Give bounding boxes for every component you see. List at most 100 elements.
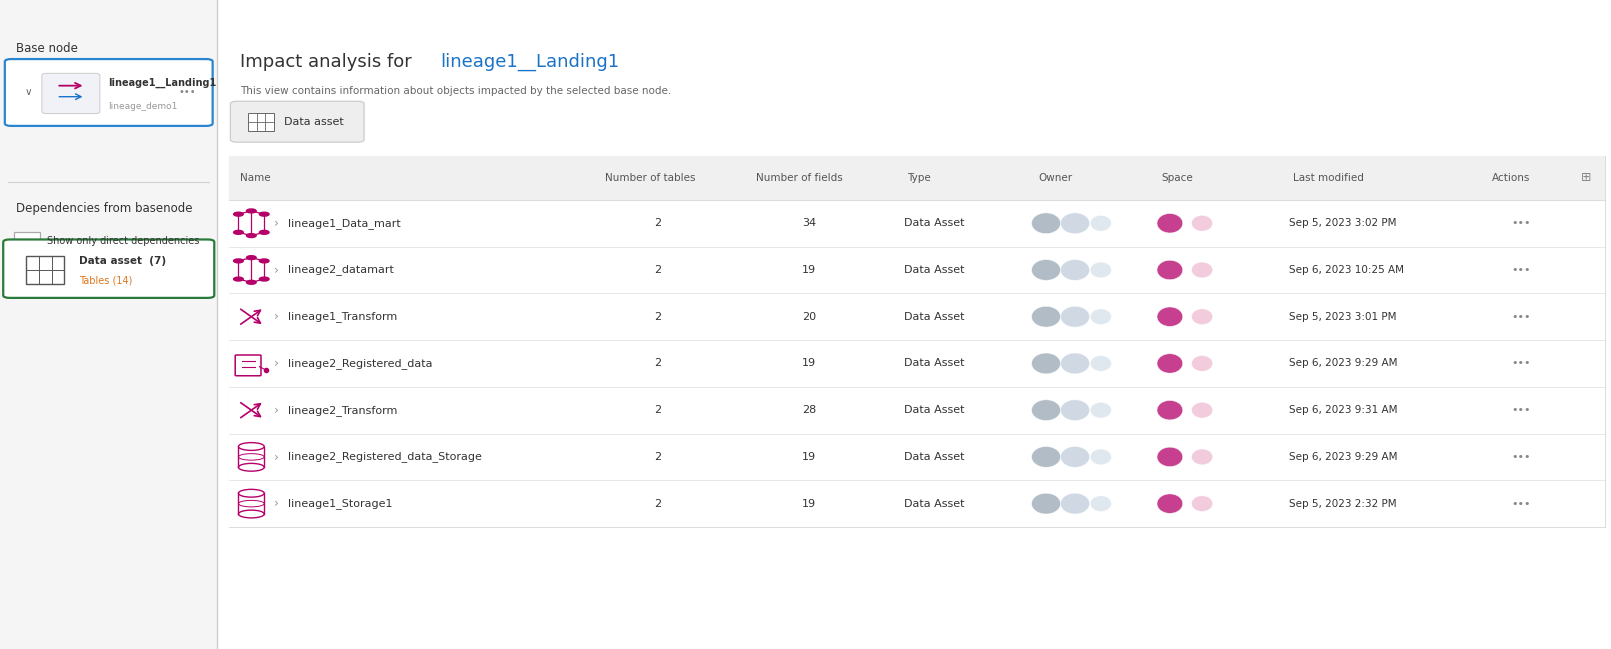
Ellipse shape — [1031, 400, 1060, 421]
Text: Data Asset: Data Asset — [904, 358, 965, 369]
Text: ∨: ∨ — [24, 88, 32, 97]
FancyBboxPatch shape — [229, 293, 1605, 340]
Text: 2: 2 — [654, 405, 662, 415]
Text: Last modified: Last modified — [1292, 173, 1363, 183]
Ellipse shape — [1157, 494, 1182, 513]
Text: lineage_demo1: lineage_demo1 — [108, 101, 177, 110]
Ellipse shape — [1031, 260, 1060, 280]
Ellipse shape — [1192, 309, 1213, 324]
Text: Tables (14): Tables (14) — [79, 275, 132, 286]
Circle shape — [234, 212, 243, 216]
Text: 34: 34 — [802, 218, 817, 228]
Text: •••: ••• — [1511, 312, 1530, 322]
Text: Type: Type — [907, 173, 931, 183]
Text: •••: ••• — [1511, 452, 1530, 462]
Text: Sep 5, 2023 2:32 PM: Sep 5, 2023 2:32 PM — [1289, 498, 1397, 509]
Text: Dependencies from basenode: Dependencies from basenode — [16, 202, 193, 215]
Ellipse shape — [1157, 447, 1182, 467]
Text: Sep 6, 2023 10:25 AM: Sep 6, 2023 10:25 AM — [1289, 265, 1405, 275]
Text: lineage2_Registered_data_Storage: lineage2_Registered_data_Storage — [288, 452, 482, 462]
Circle shape — [246, 256, 256, 260]
Text: 19: 19 — [802, 358, 817, 369]
Text: lineage1__Landing1: lineage1__Landing1 — [108, 78, 216, 88]
Ellipse shape — [1192, 356, 1213, 371]
Text: 19: 19 — [802, 265, 817, 275]
FancyBboxPatch shape — [217, 0, 1611, 649]
FancyBboxPatch shape — [0, 0, 217, 649]
Circle shape — [234, 259, 243, 263]
FancyBboxPatch shape — [229, 480, 1605, 527]
Text: 19: 19 — [802, 452, 817, 462]
Text: ›: › — [274, 404, 279, 417]
Ellipse shape — [1091, 309, 1112, 324]
Text: ⊞: ⊞ — [1580, 171, 1592, 184]
Ellipse shape — [1192, 496, 1213, 511]
Text: 20: 20 — [802, 312, 817, 322]
Ellipse shape — [1157, 260, 1182, 280]
Text: Sep 5, 2023 3:01 PM: Sep 5, 2023 3:01 PM — [1289, 312, 1397, 322]
Ellipse shape — [1060, 306, 1089, 327]
Circle shape — [259, 212, 269, 216]
Text: lineage1_Data_mart: lineage1_Data_mart — [288, 218, 401, 228]
Circle shape — [246, 209, 256, 213]
FancyBboxPatch shape — [230, 101, 364, 142]
Ellipse shape — [1031, 213, 1060, 234]
Text: •••: ••• — [1511, 405, 1530, 415]
Circle shape — [259, 259, 269, 263]
FancyBboxPatch shape — [229, 387, 1605, 434]
Ellipse shape — [1060, 493, 1089, 514]
FancyBboxPatch shape — [42, 73, 100, 114]
Ellipse shape — [1091, 449, 1112, 465]
Text: Data Asset: Data Asset — [904, 265, 965, 275]
Text: 2: 2 — [654, 312, 662, 322]
Text: Number of tables: Number of tables — [604, 173, 694, 183]
Text: ›: › — [274, 497, 279, 510]
FancyBboxPatch shape — [229, 340, 1605, 387]
Ellipse shape — [1060, 260, 1089, 280]
Text: 2: 2 — [654, 218, 662, 228]
Text: Sep 6, 2023 9:29 AM: Sep 6, 2023 9:29 AM — [1289, 452, 1398, 462]
Circle shape — [259, 277, 269, 281]
Text: Name: Name — [240, 173, 271, 183]
Text: •••: ••• — [1511, 265, 1530, 275]
Text: Data Asset: Data Asset — [904, 312, 965, 322]
Text: •••: ••• — [179, 88, 197, 97]
Text: •••: ••• — [1511, 498, 1530, 509]
Circle shape — [259, 230, 269, 234]
Text: Base node: Base node — [16, 42, 77, 55]
Text: lineage1__Landing1: lineage1__Landing1 — [440, 53, 619, 71]
Text: Space: Space — [1162, 173, 1194, 183]
Text: Impact analysis for: Impact analysis for — [240, 53, 417, 71]
Text: lineage1_Storage1: lineage1_Storage1 — [288, 498, 393, 509]
Text: Data Asset: Data Asset — [904, 218, 965, 228]
Ellipse shape — [1091, 496, 1112, 511]
FancyBboxPatch shape — [26, 256, 64, 284]
FancyBboxPatch shape — [3, 239, 214, 298]
Ellipse shape — [1060, 447, 1089, 467]
FancyBboxPatch shape — [248, 113, 274, 131]
Ellipse shape — [1091, 356, 1112, 371]
Text: 2: 2 — [654, 498, 662, 509]
FancyBboxPatch shape — [229, 247, 1605, 293]
Ellipse shape — [1031, 493, 1060, 514]
Ellipse shape — [1157, 214, 1182, 233]
Text: Show only direct dependencies: Show only direct dependencies — [47, 236, 200, 247]
Text: Actions: Actions — [1492, 173, 1530, 183]
Text: Data Asset: Data Asset — [904, 405, 965, 415]
FancyBboxPatch shape — [229, 200, 1605, 247]
Text: Data Asset: Data Asset — [904, 452, 965, 462]
Text: ›: › — [274, 263, 279, 276]
Ellipse shape — [1157, 400, 1182, 420]
Ellipse shape — [1060, 400, 1089, 421]
Text: Data asset: Data asset — [284, 117, 343, 127]
Text: ›: › — [274, 310, 279, 323]
Ellipse shape — [1031, 306, 1060, 327]
FancyBboxPatch shape — [14, 232, 40, 250]
Text: lineage2_Registered_data: lineage2_Registered_data — [288, 358, 433, 369]
Text: ›: › — [274, 217, 279, 230]
Ellipse shape — [1192, 262, 1213, 278]
Text: •••: ••• — [1511, 358, 1530, 369]
Ellipse shape — [1091, 402, 1112, 418]
Circle shape — [234, 277, 243, 281]
Ellipse shape — [1192, 449, 1213, 465]
